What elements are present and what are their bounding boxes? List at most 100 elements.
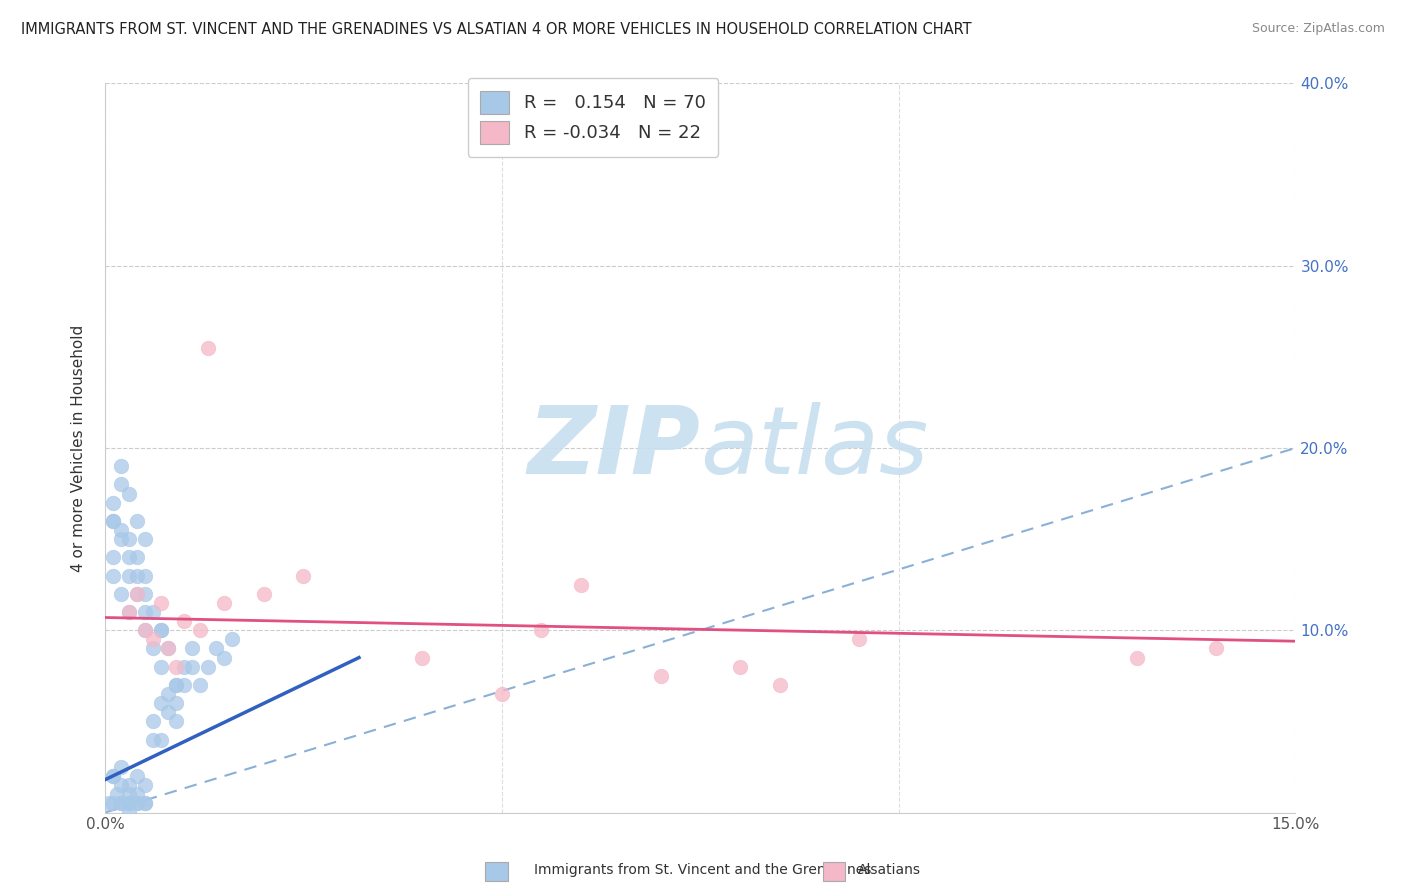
Point: [173, 678, 195, 692]
Point: [173, 659, 195, 673]
Point: [134, 797, 156, 811]
Point: [110, 760, 132, 774]
Text: IMMIGRANTS FROM ST. VINCENT AND THE GRENADINES VS ALSATIAN 4 OR MORE VEHICLES IN: IMMIGRANTS FROM ST. VINCENT AND THE GREN…: [21, 22, 972, 37]
Point: [848, 632, 870, 647]
Point: [181, 659, 204, 673]
Point: [110, 477, 132, 491]
Point: [101, 514, 124, 528]
Point: [134, 532, 156, 546]
Point: [118, 787, 141, 801]
Point: [142, 714, 165, 729]
Point: [188, 624, 211, 638]
Point: [149, 732, 172, 747]
Point: [101, 797, 124, 811]
Point: [142, 641, 165, 656]
Point: [110, 778, 132, 792]
Point: [768, 678, 790, 692]
Point: [118, 805, 141, 820]
Point: [149, 624, 172, 638]
Point: [101, 496, 124, 510]
Point: [134, 568, 156, 582]
Point: [125, 568, 148, 582]
Point: [118, 532, 141, 546]
Point: [491, 687, 513, 701]
Point: [125, 787, 148, 801]
Point: [134, 797, 156, 811]
Point: [165, 678, 187, 692]
Point: [110, 523, 132, 537]
Point: [125, 587, 148, 601]
Point: [125, 797, 148, 811]
Point: [101, 568, 124, 582]
Legend: R =   0.154   N = 70, R = -0.034   N = 22: R = 0.154 N = 70, R = -0.034 N = 22: [468, 78, 718, 157]
Point: [173, 614, 195, 628]
Text: ZIP: ZIP: [527, 402, 700, 494]
Point: [125, 769, 148, 783]
Point: [118, 550, 141, 565]
Point: [1125, 650, 1147, 665]
Point: [134, 624, 156, 638]
Point: [165, 714, 187, 729]
Point: [118, 568, 141, 582]
Point: [110, 459, 132, 474]
Text: Source: ZipAtlas.com: Source: ZipAtlas.com: [1251, 22, 1385, 36]
Point: [1205, 641, 1227, 656]
Point: [125, 550, 148, 565]
Point: [110, 532, 132, 546]
Point: [728, 659, 751, 673]
Point: [118, 605, 141, 619]
Point: [149, 659, 172, 673]
Point: [221, 632, 243, 647]
Point: [118, 605, 141, 619]
Point: [118, 797, 141, 811]
Point: [125, 514, 148, 528]
Point: [101, 514, 124, 528]
Point: [197, 341, 219, 355]
Point: [134, 624, 156, 638]
Point: [569, 577, 592, 591]
Point: [134, 587, 156, 601]
Point: [181, 641, 204, 656]
Point: [292, 568, 315, 582]
Text: Alsatians: Alsatians: [858, 863, 921, 877]
Point: [530, 624, 553, 638]
Y-axis label: 4 or more Vehicles in Household: 4 or more Vehicles in Household: [72, 325, 86, 572]
Point: [97, 797, 120, 811]
Point: [118, 486, 141, 500]
Point: [101, 769, 124, 783]
Point: [212, 596, 235, 610]
Point: [149, 696, 172, 710]
Point: [134, 605, 156, 619]
Point: [101, 769, 124, 783]
Point: [188, 678, 211, 692]
Text: atlas: atlas: [700, 402, 928, 493]
Point: [142, 632, 165, 647]
Point: [411, 650, 433, 665]
Point: [110, 797, 132, 811]
Point: [118, 797, 141, 811]
Point: [118, 778, 141, 792]
Point: [149, 624, 172, 638]
Point: [142, 605, 165, 619]
Text: Immigrants from St. Vincent and the Grenadines: Immigrants from St. Vincent and the Gren…: [534, 863, 872, 877]
Point: [650, 669, 672, 683]
Point: [253, 587, 276, 601]
Point: [205, 641, 228, 656]
Point: [157, 706, 180, 720]
Point: [165, 678, 187, 692]
Point: [125, 587, 148, 601]
Point: [165, 659, 187, 673]
Point: [110, 587, 132, 601]
Point: [125, 797, 148, 811]
Point: [101, 550, 124, 565]
Point: [142, 732, 165, 747]
Point: [134, 778, 156, 792]
Point: [197, 659, 219, 673]
Point: [157, 687, 180, 701]
Point: [212, 650, 235, 665]
Point: [157, 641, 180, 656]
Point: [165, 696, 187, 710]
Point: [157, 641, 180, 656]
Point: [149, 596, 172, 610]
Point: [105, 787, 128, 801]
